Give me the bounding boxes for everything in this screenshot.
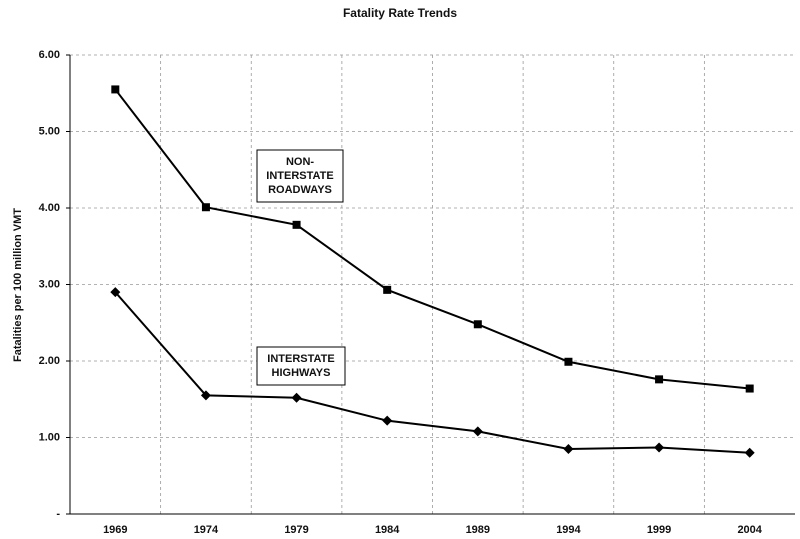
y-tick-label: 4.00	[39, 202, 60, 214]
x-tick-label: 2004	[737, 524, 762, 536]
y-tick-label: 2.00	[39, 355, 60, 367]
series-label: HIGHWAYS	[272, 367, 331, 379]
point	[383, 285, 392, 294]
series-line	[114, 88, 750, 390]
point	[745, 384, 754, 393]
x-tick-label: 1989	[466, 524, 490, 536]
point	[654, 442, 665, 453]
point	[201, 203, 210, 212]
point	[291, 392, 302, 403]
y-tick-label: 3.00	[39, 278, 60, 290]
point	[200, 390, 211, 401]
point	[382, 415, 393, 426]
point	[564, 357, 573, 366]
series-line	[114, 291, 750, 454]
series-label: INTERSTATE	[266, 170, 333, 182]
point	[473, 320, 482, 329]
series-label: INTERSTATE	[267, 353, 334, 365]
y-axis-label: Fatalities per 100 million VMT	[12, 208, 24, 362]
series-label-box	[256, 346, 346, 386]
point	[744, 447, 755, 458]
x-tick-label: 1969	[103, 524, 127, 536]
series-label: NON-	[286, 156, 314, 168]
point	[472, 426, 483, 437]
series-label: ROADWAYS	[268, 184, 332, 196]
x-tick-label: 1984	[375, 524, 400, 536]
point	[655, 375, 664, 384]
point	[292, 220, 301, 229]
x-tick-label: 1999	[647, 524, 671, 536]
y-tick-label: 1.00	[39, 431, 60, 443]
x-tick-label: 1974	[194, 524, 219, 536]
chart-title: Fatality Rate Trends	[343, 6, 457, 20]
x-tick-label: 1994	[556, 524, 581, 536]
point	[111, 85, 120, 94]
point	[563, 443, 574, 454]
y-tick-label: 5.00	[39, 125, 60, 137]
x-tick-label: 1979	[284, 524, 308, 536]
series-label-box	[256, 149, 344, 203]
y-tick-label: -	[56, 508, 60, 520]
point	[110, 287, 121, 298]
y-tick-label: 6.00	[39, 49, 60, 61]
